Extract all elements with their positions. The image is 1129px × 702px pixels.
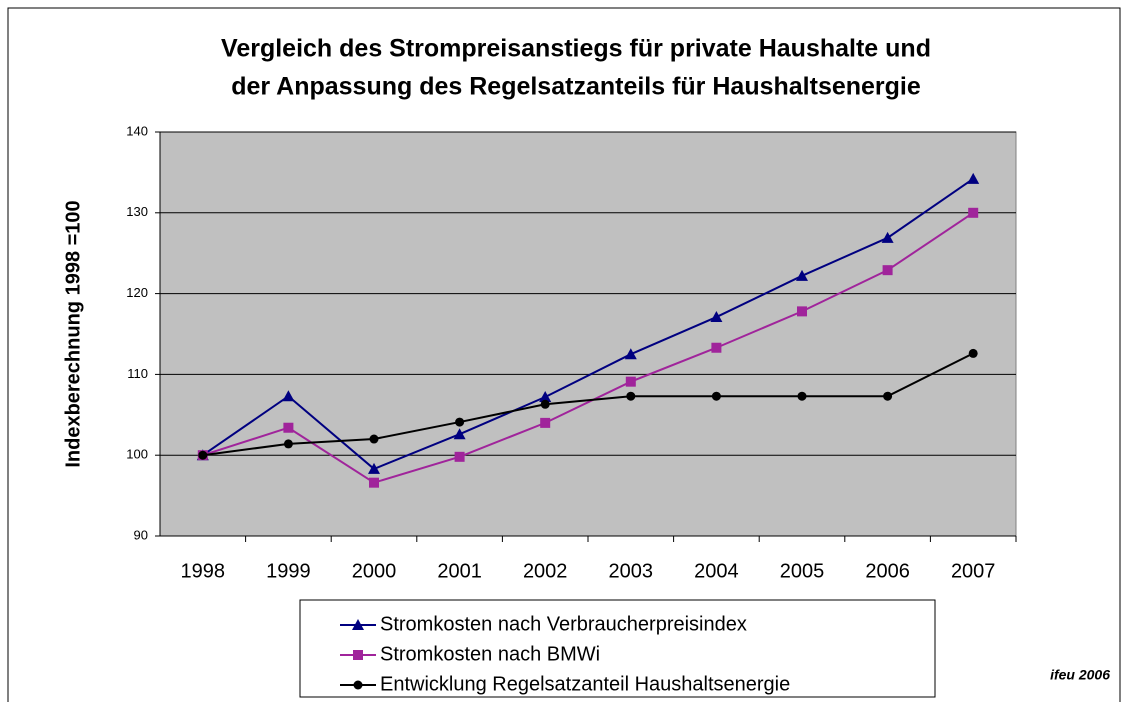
data-point <box>711 342 722 353</box>
x-tick-label: 2003 <box>609 560 654 582</box>
legend-marker <box>353 680 363 690</box>
data-point <box>283 439 293 449</box>
series-line <box>202 352 974 457</box>
y-tick-label: 130 <box>126 204 148 219</box>
chart-title: der Anpassung des Regelsatzanteils für H… <box>231 73 921 101</box>
data-point <box>455 417 465 427</box>
x-tick-label: 2001 <box>437 560 482 582</box>
y-tick-label: 110 <box>127 366 148 381</box>
data-point <box>539 391 552 403</box>
data-point <box>710 311 723 323</box>
x-tick-label: 2006 <box>865 560 910 582</box>
x-tick-label: 2000 <box>352 560 397 582</box>
data-point <box>282 390 295 402</box>
x-tick-label: 1998 <box>181 560 226 582</box>
data-point <box>369 477 379 488</box>
legend-label: Entwicklung Regelsatzanteil Haushaltsene… <box>380 673 790 695</box>
data-point <box>797 306 807 317</box>
x-tick-label: 2007 <box>951 560 996 582</box>
y-axis-label: Indexberechnung 1998 =100 <box>62 200 84 467</box>
chart-title: Vergleich des Strompreisanstiegs für pri… <box>221 35 931 63</box>
x-tick-label: 2002 <box>523 560 568 582</box>
x-tick-label: 2004 <box>694 560 739 582</box>
x-tick-label: 1999 <box>266 560 311 582</box>
data-point <box>198 450 208 460</box>
legend-marker <box>352 619 364 630</box>
data-point <box>625 376 636 387</box>
y-tick-label: 120 <box>126 285 148 300</box>
legend-label: Stromkosten nach Verbraucherpreisindex <box>380 613 747 635</box>
legend <box>299 599 936 698</box>
data-point <box>283 422 294 433</box>
data-point <box>883 391 893 401</box>
legend-label: Stromkosten nach BMWi <box>380 643 600 665</box>
legend-marker <box>353 650 363 660</box>
data-point <box>967 172 980 184</box>
data-point <box>540 417 551 428</box>
y-tick-label: 90 <box>134 527 148 542</box>
data-point <box>797 391 807 401</box>
data-point <box>453 428 466 440</box>
series-line <box>202 178 974 471</box>
data-point <box>369 434 379 444</box>
data-point <box>624 348 637 360</box>
data-point <box>796 269 808 281</box>
data-point <box>368 462 380 474</box>
data-point <box>711 391 721 401</box>
y-tick-label: 140 <box>126 123 148 138</box>
x-tick-label: 2005 <box>780 560 825 582</box>
data-point <box>882 265 893 276</box>
data-point <box>454 451 465 462</box>
plot-area <box>159 131 1017 537</box>
data-point <box>626 391 636 401</box>
annotation: ifeu 2006 <box>1050 667 1110 683</box>
data-point <box>540 399 550 409</box>
data-point <box>968 207 979 218</box>
data-point <box>968 348 978 358</box>
y-tick-label: 100 <box>126 447 148 462</box>
series-line <box>202 211 974 484</box>
data-point <box>881 231 894 243</box>
